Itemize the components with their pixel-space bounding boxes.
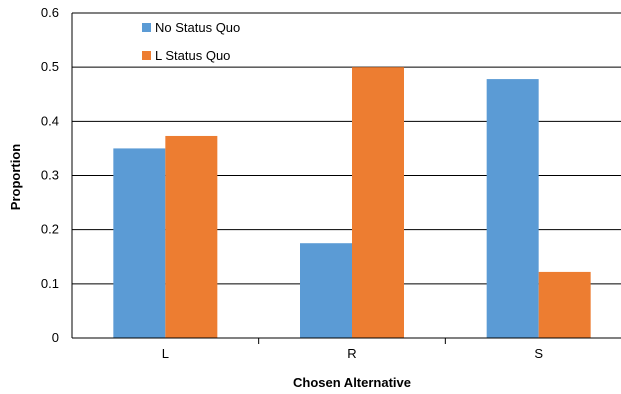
y-tick-label: 0.6 [41, 5, 59, 20]
x-axis-title: Chosen Alternative [293, 375, 411, 390]
axes [71, 13, 621, 344]
legend-label: L Status Quo [155, 48, 230, 63]
y-tick-label: 0.1 [41, 276, 59, 291]
legend-swatch [142, 23, 151, 32]
bar-S-no-status-quo [486, 79, 539, 338]
x-tick-label: R [347, 346, 356, 361]
y-tick-label: 0.3 [41, 168, 59, 183]
y-tick-label: 0.5 [41, 59, 59, 74]
x-tick-label: L [162, 346, 169, 361]
bars [113, 67, 591, 339]
legend: No Status Quo L Status Quo [142, 20, 240, 63]
bar-L-no-status-quo [113, 148, 166, 338]
y-tick-labels: 0 0.1 0.2 0.3 0.4 0.5 0.6 [41, 5, 59, 345]
bar-R-no-status-quo [300, 243, 352, 338]
bar-L-l-status-quo [165, 135, 218, 338]
legend-swatch [142, 51, 151, 60]
y-axis-title: Proportion [8, 144, 23, 210]
bar-R-l-status-quo [352, 67, 404, 339]
legend-label: No Status Quo [155, 20, 240, 35]
bar-S-l-status-quo [538, 271, 591, 338]
y-tick-label: 0.2 [41, 222, 59, 237]
y-tick-label: 0 [52, 330, 59, 345]
y-tick-label: 0.4 [41, 113, 59, 128]
x-tick-label: S [534, 346, 543, 361]
